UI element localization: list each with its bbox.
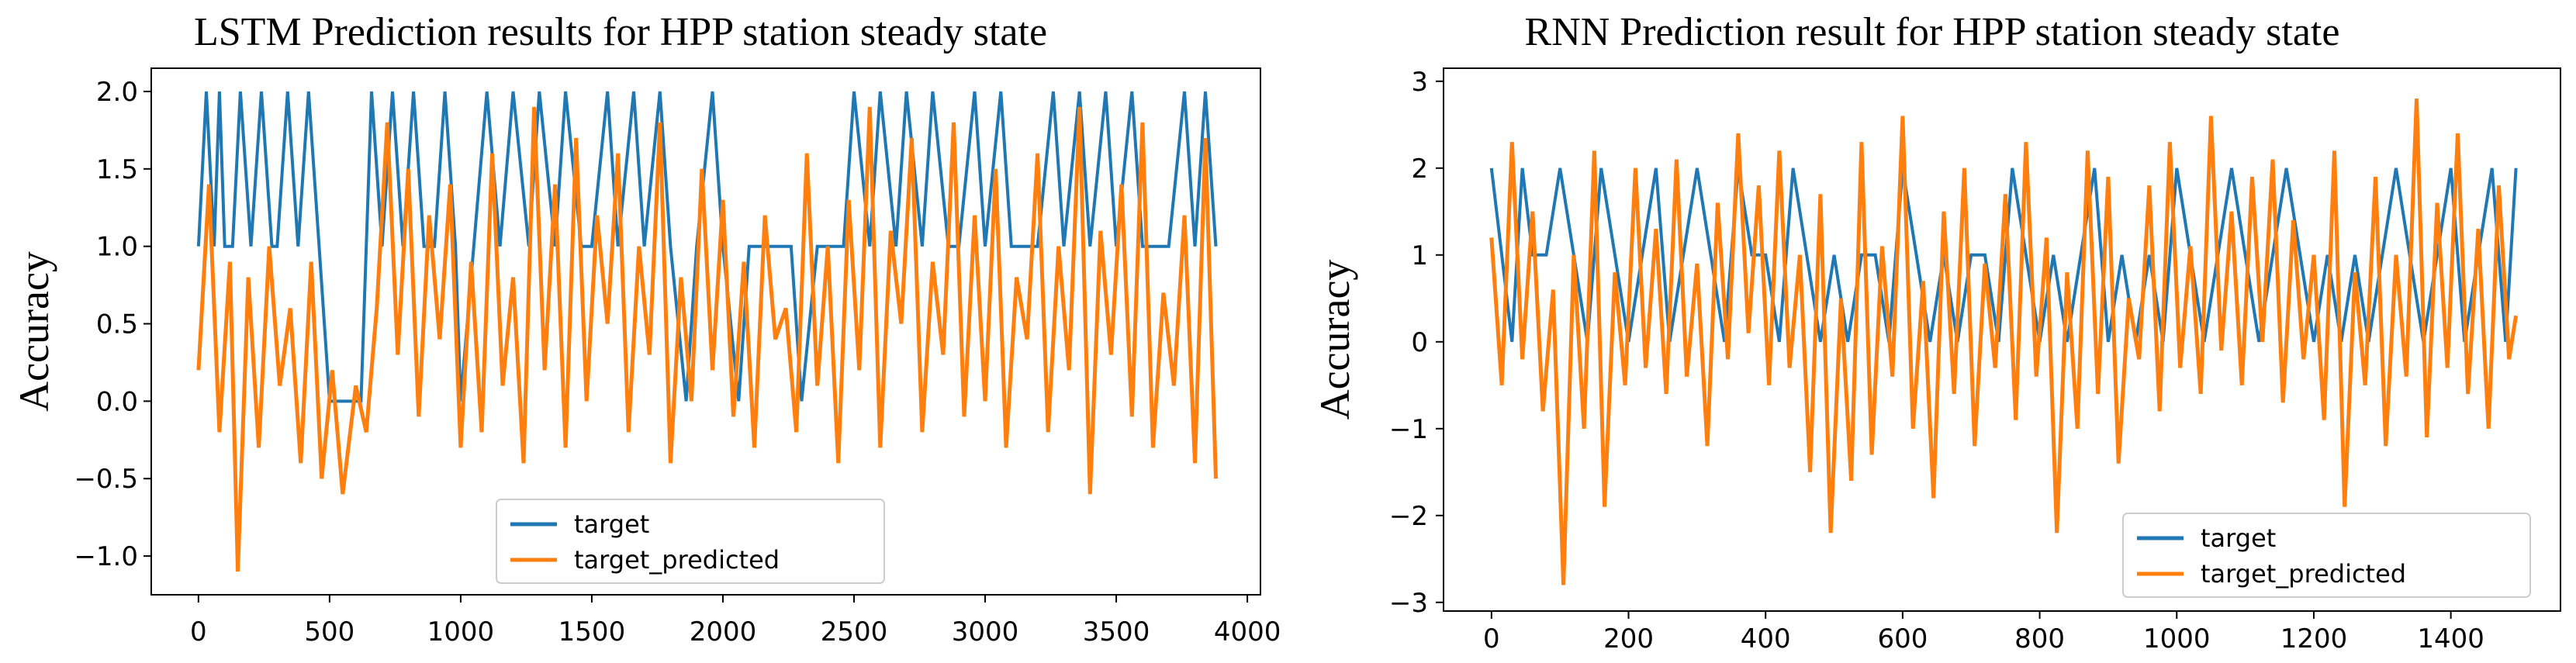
y-tick-label: 0.0	[96, 386, 138, 417]
y-tick-label: 2.0	[96, 77, 138, 108]
y-tick-label: 3	[1411, 67, 1428, 98]
rnn-chart: RNN Prediction result for HPP station st…	[1312, 10, 2561, 654]
x-tick-label: 4000	[1214, 616, 1281, 647]
x-tick-label: 200	[1603, 623, 1654, 654]
legend: target target_predicted	[496, 499, 885, 584]
legend-box	[496, 499, 885, 584]
series-line-target-predicted	[1489, 98, 2519, 585]
y-axis-label: Accuracy	[11, 251, 57, 412]
x-tick-label: 2000	[690, 616, 757, 647]
axes-frame	[1443, 67, 2561, 612]
x-tick-label: 1200	[2280, 623, 2348, 654]
x-tick-label: 1000	[2143, 623, 2211, 654]
x-tick-label: 3500	[1083, 616, 1150, 647]
x-tick-label: 1500	[558, 616, 626, 647]
legend-label-target: target	[574, 509, 649, 539]
x-tick-label: 0	[190, 616, 207, 647]
y-tick-label: 1.5	[96, 154, 138, 185]
y-tick-label: 1.0	[96, 232, 138, 263]
lstm-chart-panel: LSTM Prediction results for HPP station …	[11, 10, 1281, 647]
x-tick-label: 1400	[2417, 623, 2484, 654]
y-tick-label: 0	[1411, 327, 1428, 358]
y-tick-label: 2	[1411, 154, 1428, 185]
x-tick-label: 800	[2014, 623, 2065, 654]
chart-title: LSTM Prediction results for HPP station …	[194, 10, 1047, 54]
x-tick-label: 1000	[427, 616, 495, 647]
y-tick-label: −0.5	[74, 464, 138, 495]
y-tick-label: −1	[1389, 414, 1428, 445]
chart-title: RNN Prediction result for HPP station st…	[1525, 10, 2340, 54]
x-tick-label: 3000	[952, 616, 1019, 647]
legend-label-target: target	[2201, 523, 2276, 553]
legend-label-target-predicted: target_predicted	[2201, 559, 2406, 589]
lstm-chart: LSTM Prediction results for HPP station …	[11, 10, 1281, 647]
legend: target target_predicted	[2122, 513, 2531, 598]
y-axis-label: Accuracy	[1312, 260, 1358, 420]
x-tick-label: 0	[1483, 623, 1500, 654]
y-tick-label: −1.0	[74, 541, 138, 572]
x-tick-label: 400	[1741, 623, 1791, 654]
axes-frame	[150, 67, 1261, 596]
y-tick-label: 1	[1411, 240, 1428, 271]
series-line-target-predicted	[196, 106, 1218, 572]
legend-box	[2122, 513, 2531, 598]
y-tick-label: −3	[1389, 588, 1428, 619]
legend-label-target-predicted: target_predicted	[574, 545, 780, 575]
y-tick-label: −2	[1389, 501, 1428, 532]
x-tick-label: 600	[1877, 623, 1928, 654]
x-tick-label: 500	[304, 616, 354, 647]
plot-area	[196, 91, 1218, 572]
series-line-target	[196, 91, 1218, 403]
y-tick-label: 0.5	[96, 309, 138, 340]
x-tick-label: 2500	[821, 616, 888, 647]
rnn-chart-panel: RNN Prediction result for HPP station st…	[1288, 0, 2576, 663]
plot-area	[1489, 98, 2519, 585]
